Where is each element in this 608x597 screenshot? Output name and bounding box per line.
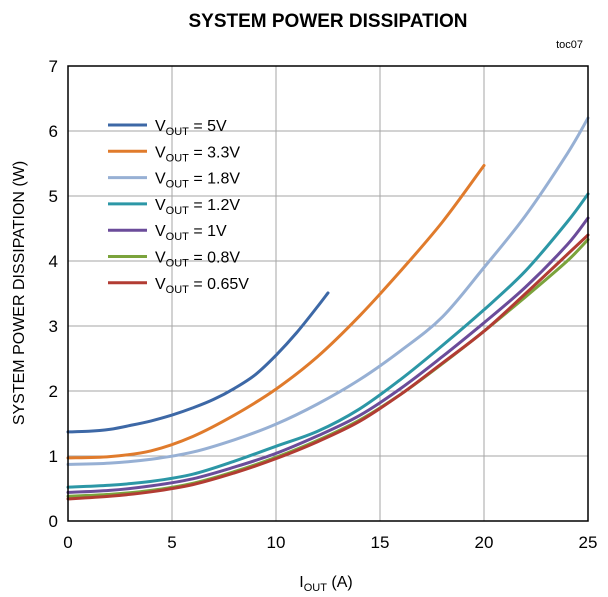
x-tick-label: 0: [63, 533, 72, 552]
series-line: [66, 233, 590, 501]
series-line: [66, 192, 590, 489]
legend: VOUT = 5V VOUT = 3.3V VOUT = 1.8V VOUT = 1.…: [108, 118, 249, 296]
legend-label: VOUT = 3.3V: [155, 144, 240, 164]
x-tick-label: 20: [475, 533, 494, 552]
legend-label: VOUT = 0.65V: [155, 276, 249, 296]
y-tick-label: 7: [49, 57, 58, 76]
legend-label: VOUT = 0.8V: [155, 250, 240, 270]
y-tick-label: 2: [49, 382, 58, 401]
plot-frame: [67, 65, 589, 522]
series-line: [66, 291, 330, 434]
series-line: [66, 216, 590, 494]
y-tick-label: 5: [49, 187, 58, 206]
y-tick-label: 6: [49, 122, 58, 141]
legend-label: VOUT = 1V: [155, 223, 227, 243]
y-tick-label: 1: [49, 447, 58, 466]
y-axis-label: SYSTEM POWER DISSIPATION (W): [11, 161, 28, 425]
chart-title: SYSTEM POWER DISSIPATION: [188, 11, 467, 32]
legend-label: VOUT = 5V: [155, 118, 227, 138]
legend-label: VOUT = 1.8V: [155, 171, 240, 191]
series-lines: [66, 116, 590, 501]
x-tick-label: 10: [267, 533, 286, 552]
series-line: [66, 116, 590, 466]
y-tick-label: 4: [49, 252, 58, 271]
x-tick-label: 5: [167, 533, 176, 552]
x-tick-label: 15: [371, 533, 390, 552]
y-tick-label: 3: [49, 317, 58, 336]
series-line: [66, 164, 486, 460]
series-line: [66, 238, 590, 498]
chart-note: toc07: [556, 39, 583, 51]
x-axis-label: IOUT (A): [299, 574, 352, 594]
y-tick-labels: 0 1 2 3 4 5 6 7: [49, 57, 58, 531]
x-tick-labels: 0 5 10 15 20 25: [63, 533, 597, 552]
y-tick-label: 0: [49, 512, 58, 531]
legend-label: VOUT = 1.2V: [155, 197, 240, 217]
x-tick-label: 25: [579, 533, 598, 552]
